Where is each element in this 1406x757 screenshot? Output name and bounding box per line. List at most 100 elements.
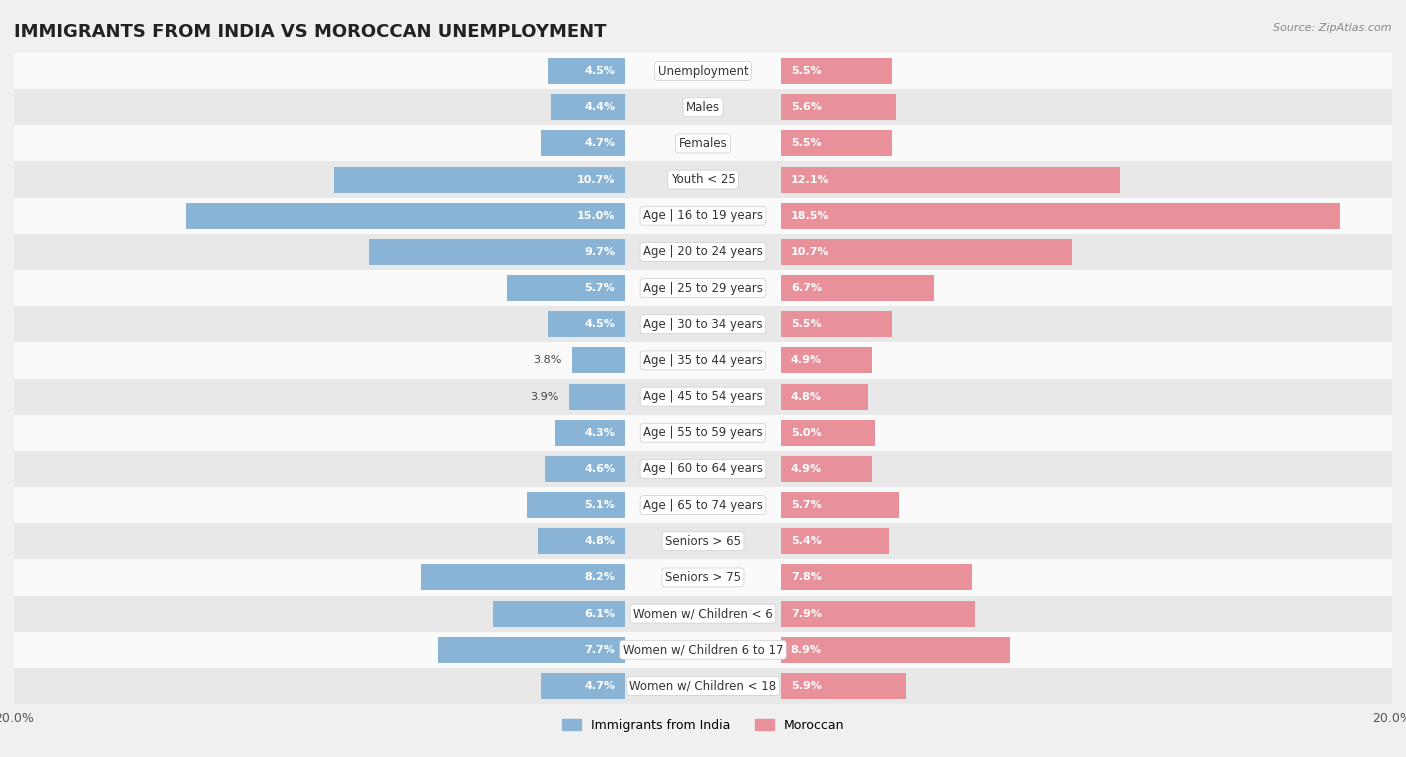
Text: Age | 35 to 44 years: Age | 35 to 44 years: [643, 354, 763, 367]
Bar: [14, 342, 1392, 378]
Text: Females: Females: [679, 137, 727, 150]
Text: 4.7%: 4.7%: [583, 139, 616, 148]
Bar: [780, 311, 893, 338]
Text: 4.8%: 4.8%: [790, 391, 823, 401]
Text: 6.1%: 6.1%: [583, 609, 616, 618]
Bar: [780, 419, 875, 446]
Text: 4.4%: 4.4%: [583, 102, 616, 112]
Text: Women w/ Children < 6: Women w/ Children < 6: [633, 607, 773, 620]
Bar: [14, 415, 1392, 451]
Text: Women w/ Children < 18: Women w/ Children < 18: [630, 680, 776, 693]
Text: 4.6%: 4.6%: [583, 464, 616, 474]
Text: 8.9%: 8.9%: [790, 645, 823, 655]
Bar: [14, 596, 1392, 631]
Text: 5.7%: 5.7%: [790, 500, 821, 510]
Bar: [780, 528, 889, 554]
Text: 4.7%: 4.7%: [583, 681, 616, 691]
Text: 5.5%: 5.5%: [790, 139, 821, 148]
Bar: [506, 275, 626, 301]
Text: 15.0%: 15.0%: [576, 210, 616, 221]
Bar: [544, 456, 626, 482]
Bar: [14, 126, 1392, 161]
Bar: [14, 631, 1392, 668]
Bar: [548, 58, 626, 84]
Bar: [14, 198, 1392, 234]
Bar: [14, 306, 1392, 342]
Text: 5.7%: 5.7%: [585, 283, 616, 293]
Text: Males: Males: [686, 101, 720, 114]
Text: 10.7%: 10.7%: [790, 247, 830, 257]
Bar: [780, 565, 972, 590]
Text: Unemployment: Unemployment: [658, 64, 748, 77]
Text: 4.8%: 4.8%: [583, 536, 616, 547]
Text: 5.6%: 5.6%: [790, 102, 821, 112]
Text: Source: ZipAtlas.com: Source: ZipAtlas.com: [1274, 23, 1392, 33]
Text: Age | 45 to 54 years: Age | 45 to 54 years: [643, 390, 763, 403]
Bar: [572, 347, 626, 373]
Bar: [335, 167, 626, 192]
Text: Age | 55 to 59 years: Age | 55 to 59 years: [643, 426, 763, 439]
Bar: [780, 239, 1071, 265]
Text: Seniors > 65: Seniors > 65: [665, 534, 741, 548]
Text: 9.7%: 9.7%: [583, 247, 616, 257]
Bar: [494, 600, 626, 627]
Bar: [14, 668, 1392, 704]
Text: 4.9%: 4.9%: [790, 356, 823, 366]
Bar: [14, 53, 1392, 89]
Bar: [14, 234, 1392, 270]
Bar: [780, 384, 869, 410]
Text: 5.0%: 5.0%: [790, 428, 821, 438]
Bar: [780, 275, 934, 301]
Text: 7.9%: 7.9%: [790, 609, 823, 618]
Bar: [420, 565, 626, 590]
Bar: [14, 89, 1392, 126]
Bar: [14, 451, 1392, 487]
Text: 5.4%: 5.4%: [790, 536, 821, 547]
Bar: [14, 270, 1392, 306]
Bar: [527, 492, 626, 518]
Bar: [551, 94, 626, 120]
Bar: [14, 378, 1392, 415]
Bar: [780, 600, 976, 627]
Bar: [548, 311, 626, 338]
Text: Age | 20 to 24 years: Age | 20 to 24 years: [643, 245, 763, 258]
Bar: [780, 347, 872, 373]
Bar: [780, 58, 893, 84]
Text: 3.8%: 3.8%: [533, 356, 562, 366]
Bar: [14, 487, 1392, 523]
Text: 7.7%: 7.7%: [585, 645, 616, 655]
Text: 4.3%: 4.3%: [585, 428, 616, 438]
Text: 6.7%: 6.7%: [790, 283, 823, 293]
Text: 5.9%: 5.9%: [790, 681, 821, 691]
Text: 5.5%: 5.5%: [790, 319, 821, 329]
Text: Women w/ Children 6 to 17: Women w/ Children 6 to 17: [623, 643, 783, 656]
Bar: [780, 94, 896, 120]
Text: IMMIGRANTS FROM INDIA VS MOROCCAN UNEMPLOYMENT: IMMIGRANTS FROM INDIA VS MOROCCAN UNEMPL…: [14, 23, 606, 41]
Bar: [780, 167, 1119, 192]
Bar: [780, 637, 1010, 663]
Text: 7.8%: 7.8%: [790, 572, 821, 582]
Text: 4.5%: 4.5%: [585, 66, 616, 76]
Text: 18.5%: 18.5%: [790, 210, 830, 221]
Text: Seniors > 75: Seniors > 75: [665, 571, 741, 584]
Bar: [541, 130, 626, 157]
Legend: Immigrants from India, Moroccan: Immigrants from India, Moroccan: [557, 714, 849, 737]
Bar: [780, 673, 907, 699]
Text: 4.9%: 4.9%: [790, 464, 823, 474]
Text: 4.5%: 4.5%: [585, 319, 616, 329]
Text: 12.1%: 12.1%: [790, 175, 830, 185]
Text: Age | 65 to 74 years: Age | 65 to 74 years: [643, 499, 763, 512]
Text: 8.2%: 8.2%: [585, 572, 616, 582]
Bar: [14, 523, 1392, 559]
Bar: [555, 419, 626, 446]
Bar: [780, 130, 893, 157]
Text: Age | 60 to 64 years: Age | 60 to 64 years: [643, 463, 763, 475]
Bar: [541, 673, 626, 699]
Bar: [437, 637, 626, 663]
Bar: [14, 559, 1392, 596]
Bar: [14, 161, 1392, 198]
Bar: [537, 528, 626, 554]
Text: Age | 16 to 19 years: Age | 16 to 19 years: [643, 209, 763, 223]
Text: Age | 25 to 29 years: Age | 25 to 29 years: [643, 282, 763, 294]
Text: 5.5%: 5.5%: [790, 66, 821, 76]
